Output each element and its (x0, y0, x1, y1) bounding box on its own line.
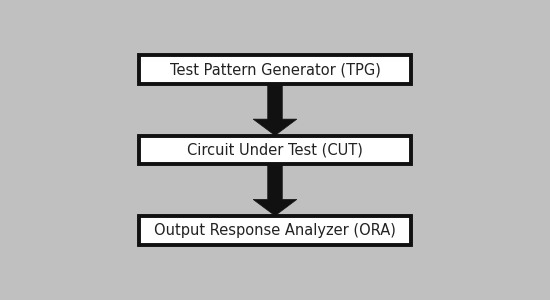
Text: Output Response Analyzer (ORA): Output Response Analyzer (ORA) (154, 223, 396, 238)
Text: Test Pattern Generator (TPG): Test Pattern Generator (TPG) (169, 62, 381, 77)
Bar (139, 55, 411, 84)
Bar (139, 216, 411, 245)
Text: Circuit Under Test (CUT): Circuit Under Test (CUT) (187, 142, 363, 158)
FancyArrow shape (253, 84, 297, 135)
Bar (139, 136, 411, 164)
FancyArrow shape (253, 165, 297, 216)
